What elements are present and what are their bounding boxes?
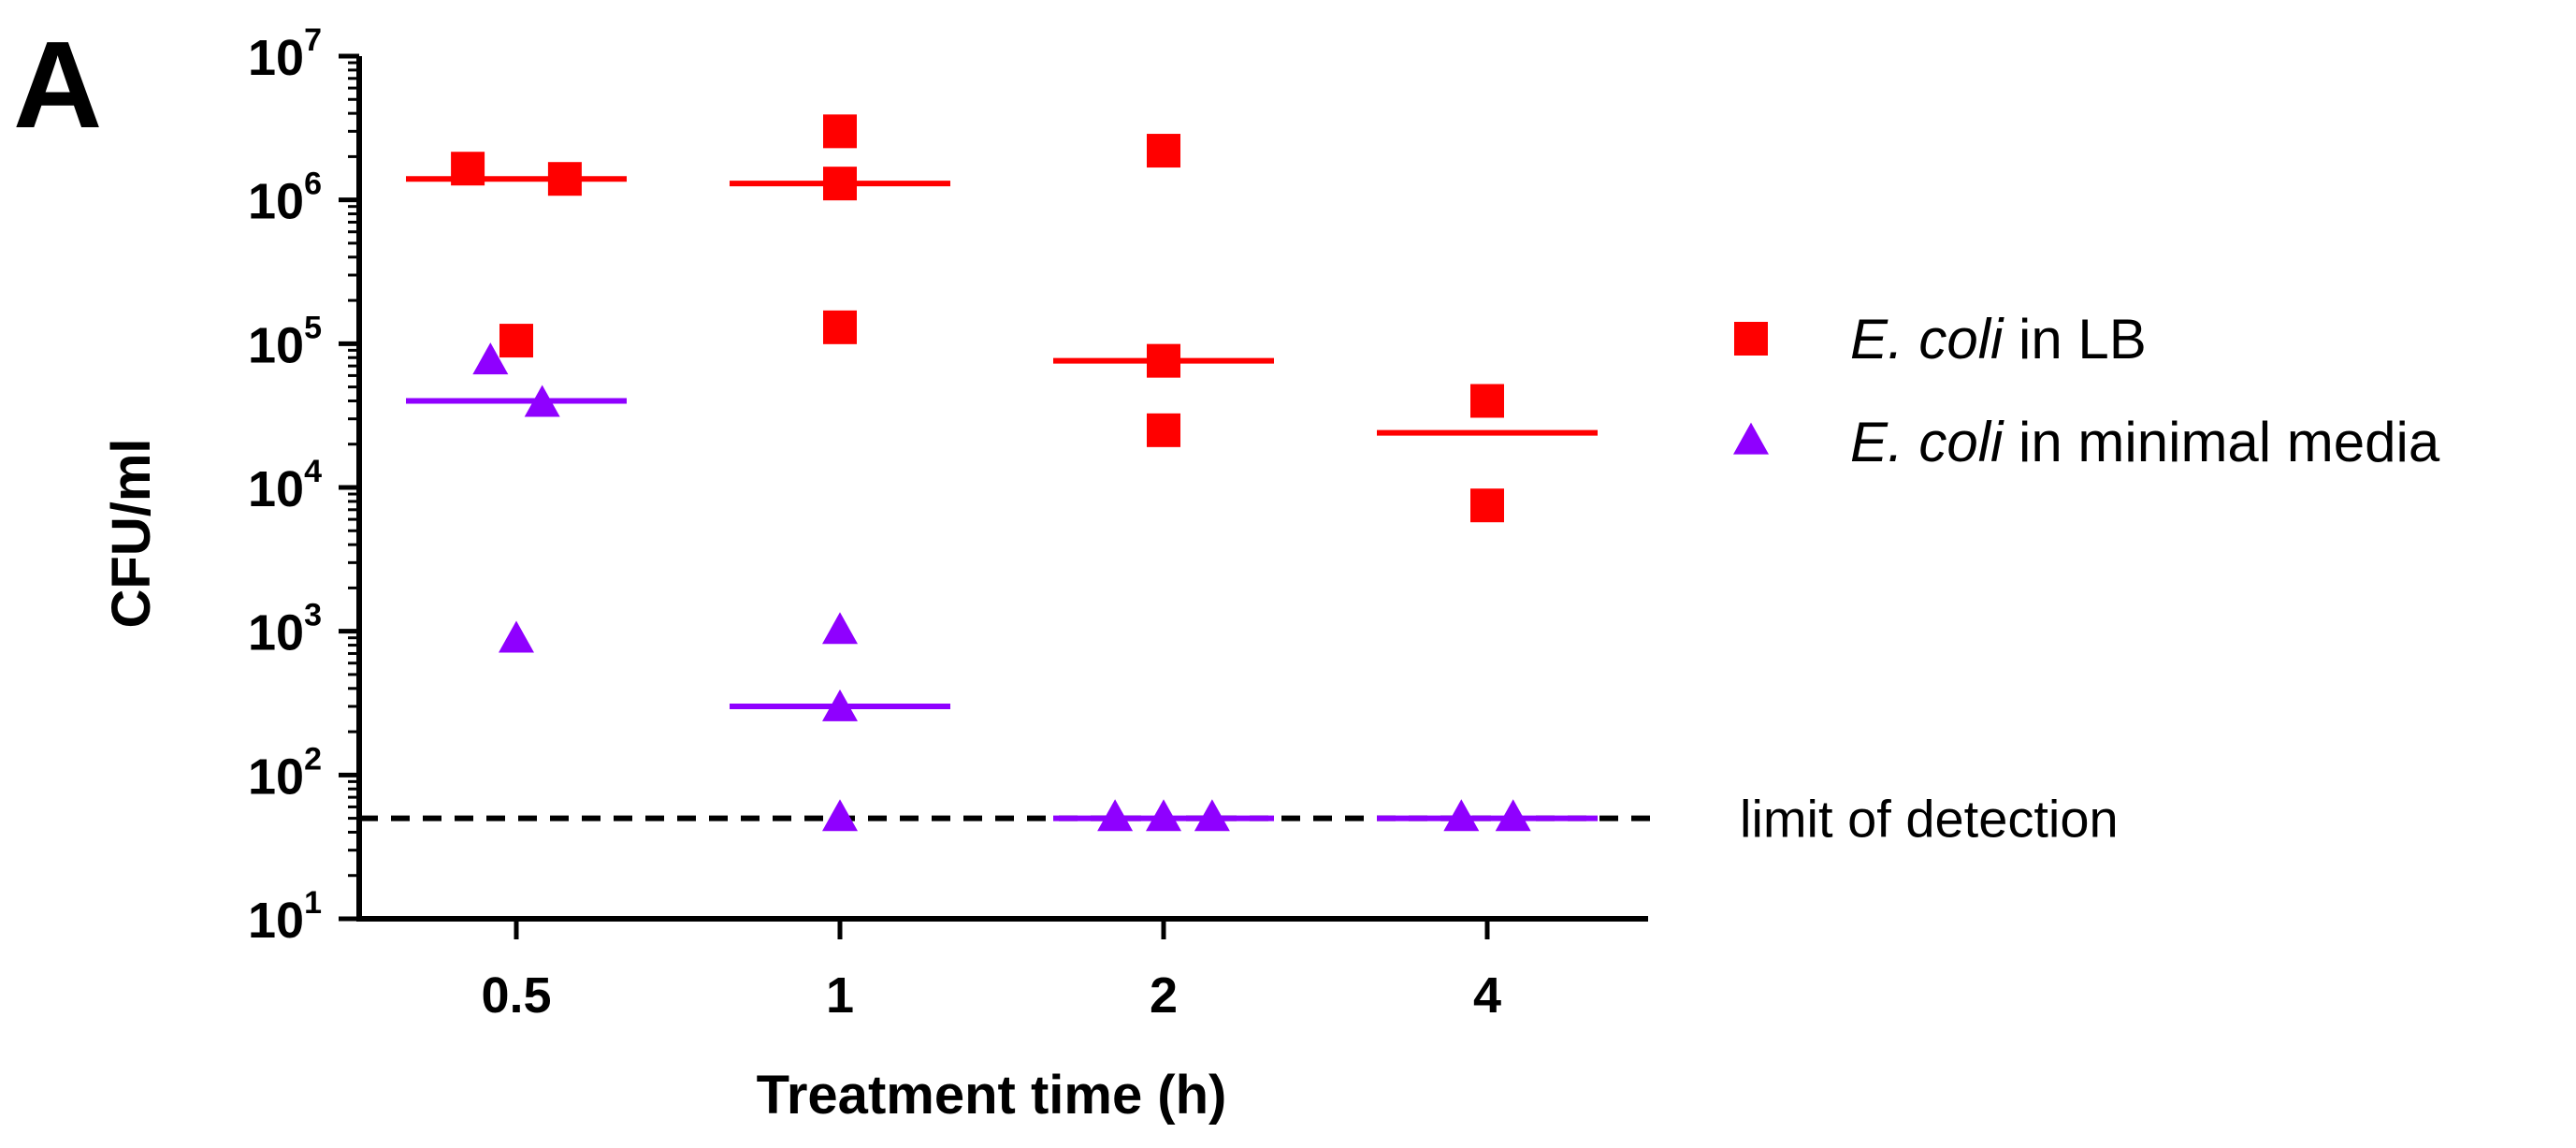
minimal-media-data-point [822, 799, 858, 832]
lb-data-point [1147, 134, 1180, 168]
y-tick-label: 101 [248, 885, 322, 949]
minimal-media-data-point [1146, 799, 1181, 832]
x-axis-title: Treatment time (h) [757, 1065, 1227, 1126]
y-tick-label: 105 [248, 310, 322, 373]
data-points [451, 114, 1531, 832]
x-tick-label: 4 [1473, 967, 1501, 1024]
legend-triangle-marker [1733, 422, 1769, 455]
y-tick-label: 104 [248, 454, 322, 517]
x-tick-label: 2 [1150, 967, 1178, 1024]
x-tick-label: 1 [826, 967, 854, 1024]
lb-data-point [1147, 413, 1180, 447]
y-tick-label: 102 [248, 741, 322, 805]
lb-data-point [1470, 488, 1504, 523]
y-axis-ticks: 101 102 103 104 105 106 107 [248, 22, 359, 949]
lb-data-point [823, 310, 857, 344]
minimal-media-data-point [822, 689, 858, 721]
y-tick-label: 103 [248, 598, 322, 661]
legend-entry-label: E. coli in LB [1850, 308, 2147, 371]
lb-data-point [823, 167, 857, 201]
y-axis-title: CFU/ml [101, 439, 162, 629]
lb-data-point [1147, 343, 1180, 378]
lb-data-point [1470, 384, 1504, 418]
panel-label: A [13, 16, 102, 153]
minimal-media-data-point [1194, 799, 1230, 832]
lod-label: limit of detection [1740, 790, 2119, 849]
y-tick-label: 107 [248, 22, 322, 86]
minimal-media-data-point [1495, 799, 1531, 832]
legend-square-marker [1734, 322, 1768, 356]
minimal-media-data-point [1097, 799, 1134, 832]
minimal-media-data-point [472, 342, 509, 375]
lb-data-point [499, 324, 533, 358]
lb-data-point [823, 114, 857, 149]
minimal-media-data-point [822, 612, 858, 645]
y-tick-label: 106 [248, 167, 322, 230]
legend-entry-label: E. coli in minimal media [1850, 411, 2440, 473]
x-tick-label: 0.5 [481, 967, 551, 1024]
median-lines [406, 176, 1598, 821]
lb-data-point [451, 152, 485, 186]
minimal-media-data-point [524, 385, 560, 417]
x-axis-ticks: 0.5 1 2 4 [481, 919, 1501, 1024]
legend: E. coli in LB E. coli in minimal media [1733, 308, 2440, 473]
minimal-media-data-point [499, 620, 534, 653]
minimal-media-data-point [1443, 799, 1480, 832]
lb-data-point [547, 162, 582, 196]
